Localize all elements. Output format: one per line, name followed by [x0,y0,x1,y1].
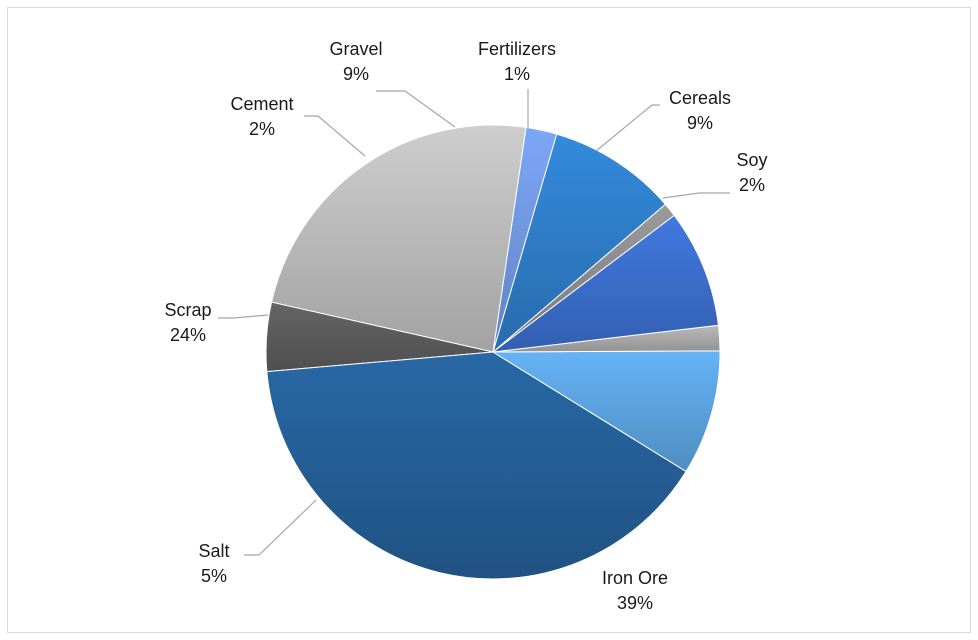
slice-label-fertilizers: Fertilizers [478,39,556,59]
slice-percent-gravel: 9% [343,64,369,84]
pie-slice-iron-ore [266,351,687,580]
leader-line-gravel [376,90,456,128]
slice-percent-salt: 5% [201,566,227,586]
slice-labels: Fertilizers 1% Gravel 9% Cement 2% Scrap 24% Sal… [164,39,767,613]
slice-percent-cereals: 9% [687,113,713,133]
slice-label-cement: Cement [230,94,293,114]
slice-percent-iron-ore: 39% [617,593,653,613]
leader-line-soy [662,192,730,199]
pie-slice-cereals [491,350,721,473]
slice-label-gravel: Gravel [329,39,382,59]
slice-label-soy: Soy [736,150,767,170]
slice-percent-fertilizers: 1% [504,64,530,84]
slice-percent-scrap: 24% [170,325,206,345]
leader-lines [218,89,730,556]
slice-percent-cement: 2% [249,119,275,139]
leader-line-salt [244,499,317,556]
pie-slice-gravel [492,133,667,354]
pie-slice-unlabeled [491,214,719,353]
slice-label-iron-ore: Iron Ore [602,568,668,588]
slice-label-scrap: Scrap [164,300,211,320]
slice-label-cereals: Cereals [669,88,731,108]
pie-slices [265,124,721,580]
leader-line-cereals [595,104,660,152]
pie-slice-scrap [270,124,527,353]
leader-line-scrap [218,314,269,319]
slice-label-salt: Salt [198,541,229,561]
leader-line-cement [304,115,366,157]
slice-percent-soy: 2% [739,175,765,195]
